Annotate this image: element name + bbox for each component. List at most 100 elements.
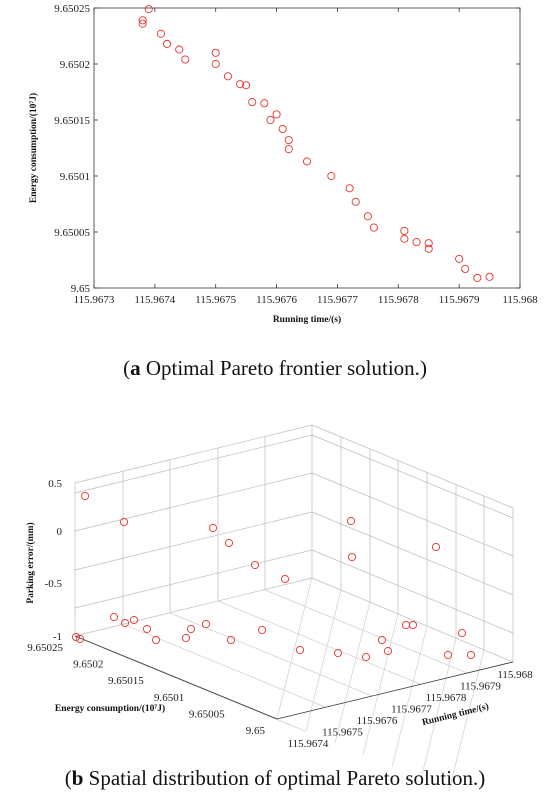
- panel-b: 0.50-0.5-1 9.650259.65029.650159.65019.6…: [25, 424, 534, 792]
- data-point: [156, 29, 165, 38]
- y-tick-label: 9.65025: [54, 3, 90, 15]
- plot-a-frame: [93, 7, 521, 289]
- data-point: [455, 254, 464, 263]
- data-point: [162, 39, 172, 48]
- data-point: [485, 272, 494, 281]
- data-point: [369, 223, 378, 232]
- data-point-3d: [408, 620, 418, 630]
- scatter-points: [138, 5, 494, 282]
- data-point-3d: [201, 619, 211, 629]
- data-point: [302, 157, 312, 166]
- y-axis-ticks: 9.65 9.65005 9.6501 9.65015 9.6502 9.65025: [54, 3, 520, 295]
- data-point: [144, 5, 153, 14]
- data-point: [345, 184, 354, 193]
- data-point: [272, 110, 281, 119]
- data-point-3d: [151, 635, 161, 645]
- panel-a: 115.9673 115.9674 115.9675 115.9676 115.9677…: [28, 3, 538, 325]
- y-tick-label: 9.6502: [60, 59, 90, 71]
- z-tick-label: -0.5: [45, 578, 63, 590]
- x-tick-label: 115.9673: [74, 294, 115, 306]
- data-point: [175, 45, 184, 54]
- x-tick-label-3d: 115.9675: [322, 727, 363, 739]
- data-point-3d: [257, 625, 267, 635]
- y-axis-label: Energy consumption/(10⁷J): [28, 93, 39, 203]
- y-tick-label-3d: 9.65005: [189, 708, 225, 720]
- x-tick-label: 115.9679: [439, 294, 480, 306]
- data-point: [181, 55, 190, 64]
- data-point: [242, 81, 251, 90]
- x-axis-ticks: 115.9673 115.9674 115.9675 115.9676 115.9677…: [74, 8, 538, 306]
- caption-a: (a Optimal Pareto frontier solution.): [123, 356, 427, 380]
- z-axis-label: Parking error/(mm): [25, 522, 36, 603]
- x-tick-label: 115.9677: [317, 294, 358, 306]
- data-point-3d: [333, 648, 343, 658]
- z-axis-ticks: 0.5 0 -0.5 -1: [45, 478, 63, 643]
- caption-b: (b Spatial distribution of optimal Paret…: [64, 766, 486, 790]
- scatter3d-points: [71, 491, 476, 662]
- y-axis-ticks-3d: 9.65025 9.6502 9.65015 9.6501 9.65005 9.65: [27, 642, 265, 737]
- data-point-3d: [377, 635, 387, 645]
- x-tick-label: 115.9676: [256, 294, 297, 306]
- data-point: [327, 171, 336, 181]
- y-tick-label: 9.6501: [60, 171, 90, 183]
- caption-b-label: b: [71, 766, 84, 790]
- data-point: [236, 80, 245, 89]
- data-point-3d: [466, 650, 476, 660]
- data-point: [424, 239, 433, 248]
- x-tick-label-3d: 115.9674: [288, 738, 329, 750]
- y-tick-label-3d: 9.65: [246, 725, 266, 737]
- x-tick-label-3d: 115.9677: [391, 704, 432, 716]
- data-point-3d: [443, 650, 453, 660]
- data-point: [260, 99, 269, 108]
- caption-b-text: Spatial distribution of optimal Pareto s…: [83, 766, 479, 790]
- data-point: [351, 197, 360, 206]
- y-tick-label-3d: 9.65015: [108, 675, 144, 687]
- data-point-3d: [226, 635, 236, 645]
- data-point-3d: [224, 538, 234, 548]
- data-point: [138, 19, 147, 28]
- data-point-3d: [280, 574, 290, 584]
- data-point: [284, 136, 293, 145]
- data-point: [278, 124, 287, 134]
- data-point: [412, 238, 421, 247]
- data-point: [461, 264, 470, 274]
- z-tick-label: -1: [53, 631, 62, 643]
- x-tick-label: 115.9674: [134, 294, 175, 306]
- box-3d-front-edges: [74, 635, 514, 720]
- data-point-3d: [383, 646, 393, 656]
- data-point-3d: [457, 628, 467, 638]
- data-point-3d: [80, 491, 90, 501]
- x-tick-label-3d: 115.968: [497, 669, 533, 681]
- data-point: [266, 115, 275, 125]
- x-tick-label-3d: 115.9676: [357, 715, 398, 727]
- y-tick-label: 9.65: [71, 283, 91, 295]
- data-point-3d: [129, 615, 139, 625]
- data-point-3d: [109, 612, 119, 622]
- data-point-3d: [71, 632, 81, 642]
- x-axis-label: Running time/(s): [273, 314, 341, 325]
- x-axis-ticks-3d: 115.9674115.9675115.9676115.9677115.9678…: [288, 669, 534, 750]
- data-point-3d: [250, 560, 260, 570]
- caption-a-label: a: [130, 356, 141, 380]
- y-tick-label-3d: 9.65025: [27, 642, 63, 654]
- data-point: [363, 212, 372, 221]
- x-tick-label-3d: 115.9678: [426, 692, 467, 704]
- data-point-3d: [120, 618, 130, 628]
- x-tick-label: 115.9678: [378, 294, 419, 306]
- data-point-3d: [401, 620, 411, 630]
- data-point-3d: [119, 517, 129, 527]
- data-point-3d: [208, 523, 218, 533]
- z-tick-label: 0: [57, 526, 63, 538]
- data-point-3d: [142, 624, 152, 634]
- caption-a-text: Optimal Pareto frontier solution.: [140, 356, 420, 380]
- y-tick-label-3d: 9.6501: [154, 692, 184, 704]
- y-axis-label-3d: Energy consumption/(10⁷J): [55, 703, 165, 714]
- x-tick-label: 115.9675: [195, 294, 236, 306]
- y-tick-label: 9.65015: [54, 115, 90, 127]
- data-point: [400, 234, 409, 243]
- z-tick-label: 0.5: [48, 478, 62, 490]
- box-3d: [74, 424, 514, 792]
- data-point: [248, 98, 257, 107]
- data-point: [223, 72, 232, 81]
